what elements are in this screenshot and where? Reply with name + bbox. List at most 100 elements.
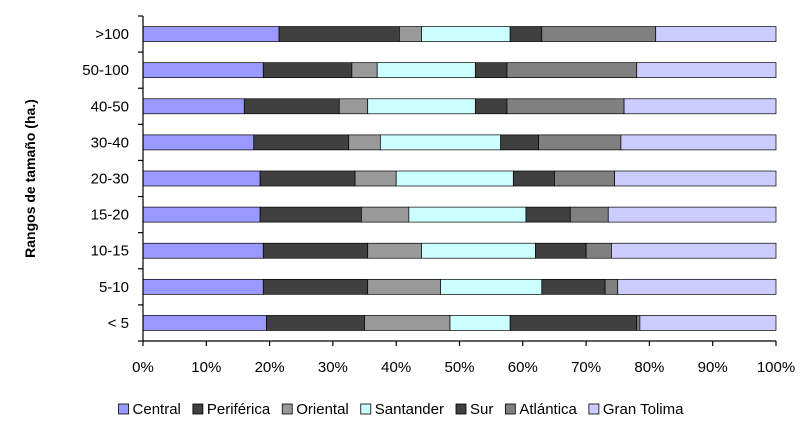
- bar-segment: [408, 206, 527, 223]
- bar-segment: [474, 62, 508, 79]
- bar-segment: [142, 98, 245, 115]
- legend-label: Atlántica: [519, 401, 577, 418]
- bar-segment: [361, 206, 410, 223]
- bar-segment: [351, 62, 378, 79]
- bar-segment: [554, 170, 615, 187]
- bar-segment: [259, 170, 356, 187]
- x-tick-label: 20%: [255, 359, 285, 376]
- bar-segment: [636, 315, 641, 331]
- bar-segment: [569, 206, 609, 223]
- bar-segment: [142, 62, 264, 79]
- bar-segment: [538, 134, 622, 151]
- legend-swatch: [192, 403, 204, 415]
- bar-segment: [367, 98, 476, 115]
- bar-segment: [367, 242, 422, 259]
- x-tick-label: 90%: [698, 359, 728, 376]
- bar-segment: [636, 62, 777, 79]
- legend-swatch: [118, 403, 129, 415]
- x-axis-tick-labels: 0% 10% 20% 30% 40% 50% 60% 70% 80% 90% 100%: [132, 359, 795, 376]
- bar-segment: [655, 26, 777, 42]
- bar-segment: [421, 242, 536, 259]
- legend-label: Periférica: [207, 401, 271, 418]
- bar-segment: [364, 315, 451, 331]
- bar-segment: [474, 98, 508, 115]
- bar-segment: [243, 98, 340, 115]
- y-tick-label: < 5: [108, 315, 129, 332]
- bar-segment: [142, 134, 255, 151]
- bar-segment: [541, 26, 657, 42]
- legend-swatch: [588, 403, 600, 415]
- bar-segment: [614, 170, 777, 187]
- bar-segment: [278, 26, 400, 42]
- bar-segment: [611, 242, 777, 259]
- bar-segment: [449, 315, 511, 331]
- x-tick-label: 80%: [634, 359, 664, 376]
- y-axis-title: Rangos de tamaño (ha.): [22, 99, 38, 258]
- bar-segment: [440, 278, 543, 295]
- legend-swatch: [504, 403, 516, 415]
- bar-segment: [262, 278, 369, 295]
- bar-segment: [142, 278, 264, 295]
- legend-swatch: [455, 403, 467, 415]
- legend: Central Periférica Oriental Santander Sur Atl…: [118, 401, 684, 418]
- bar-segment: [506, 98, 625, 115]
- y-tick-label: 5-10: [99, 279, 129, 296]
- bar-segment: [500, 134, 539, 151]
- bar-segment: [421, 26, 511, 42]
- bar-segment: [541, 278, 606, 295]
- bar-segment: [253, 134, 350, 151]
- legend-swatch: [281, 403, 293, 415]
- bar-segment: [142, 170, 261, 187]
- bar-segment: [399, 26, 422, 42]
- bar-segments: [142, 26, 777, 331]
- bar-segment: [259, 206, 362, 223]
- legend-label: Oriental: [296, 401, 349, 418]
- x-tick-label: 0%: [132, 359, 154, 376]
- bar-segment: [266, 315, 365, 331]
- bar-segment: [338, 98, 369, 115]
- bar-segment: [585, 242, 612, 259]
- bar-segment: [506, 62, 638, 79]
- bar-segment: [142, 206, 261, 223]
- bar-segment: [509, 315, 638, 331]
- bar-segment: [142, 242, 264, 259]
- bar-segment: [376, 62, 476, 79]
- bar-segment: [512, 170, 555, 187]
- bar-segment: [395, 170, 514, 187]
- y-tick-label: 30-40: [91, 134, 129, 151]
- bar-segment: [262, 62, 353, 79]
- axes: [138, 15, 776, 342]
- y-tick-label: 40-50: [91, 98, 129, 115]
- bar-segment: [620, 134, 777, 151]
- bar-segment: [380, 134, 501, 151]
- x-tick-label: 60%: [508, 359, 538, 376]
- x-tick-label: 40%: [381, 359, 411, 376]
- bar-segment: [354, 170, 397, 187]
- bar-segment: [623, 98, 777, 115]
- bar-segment: [262, 242, 369, 259]
- x-tick-label: 30%: [318, 359, 348, 376]
- legend-label: Santander: [375, 401, 444, 418]
- legend-swatch: [360, 403, 372, 415]
- y-tick-label: 10-15: [91, 243, 129, 260]
- bar-segment: [367, 278, 441, 295]
- legend-label: Gran Tolima: [603, 401, 684, 418]
- x-tick-label: 100%: [757, 359, 795, 376]
- bar-segment: [348, 134, 381, 151]
- bar-segment: [142, 26, 280, 42]
- y-axis-tick-labels: >100 50-100 40-50 30-40 20-30 15-20 10-15 5-10 <…: [82, 26, 129, 332]
- y-tick-label: 20-30: [91, 171, 129, 188]
- bar-segment: [607, 206, 777, 223]
- x-axis-ticks: [142, 341, 777, 346]
- bar-segment: [535, 242, 587, 259]
- y-tick-label: 15-20: [91, 207, 129, 224]
- bar-segment: [604, 278, 619, 295]
- x-tick-label: 50%: [444, 359, 474, 376]
- bar-segment: [639, 315, 777, 331]
- legend-label: Sur: [470, 401, 493, 418]
- legend-label: Central: [133, 401, 181, 418]
- bar-segment: [617, 278, 777, 295]
- x-tick-label: 10%: [191, 359, 221, 376]
